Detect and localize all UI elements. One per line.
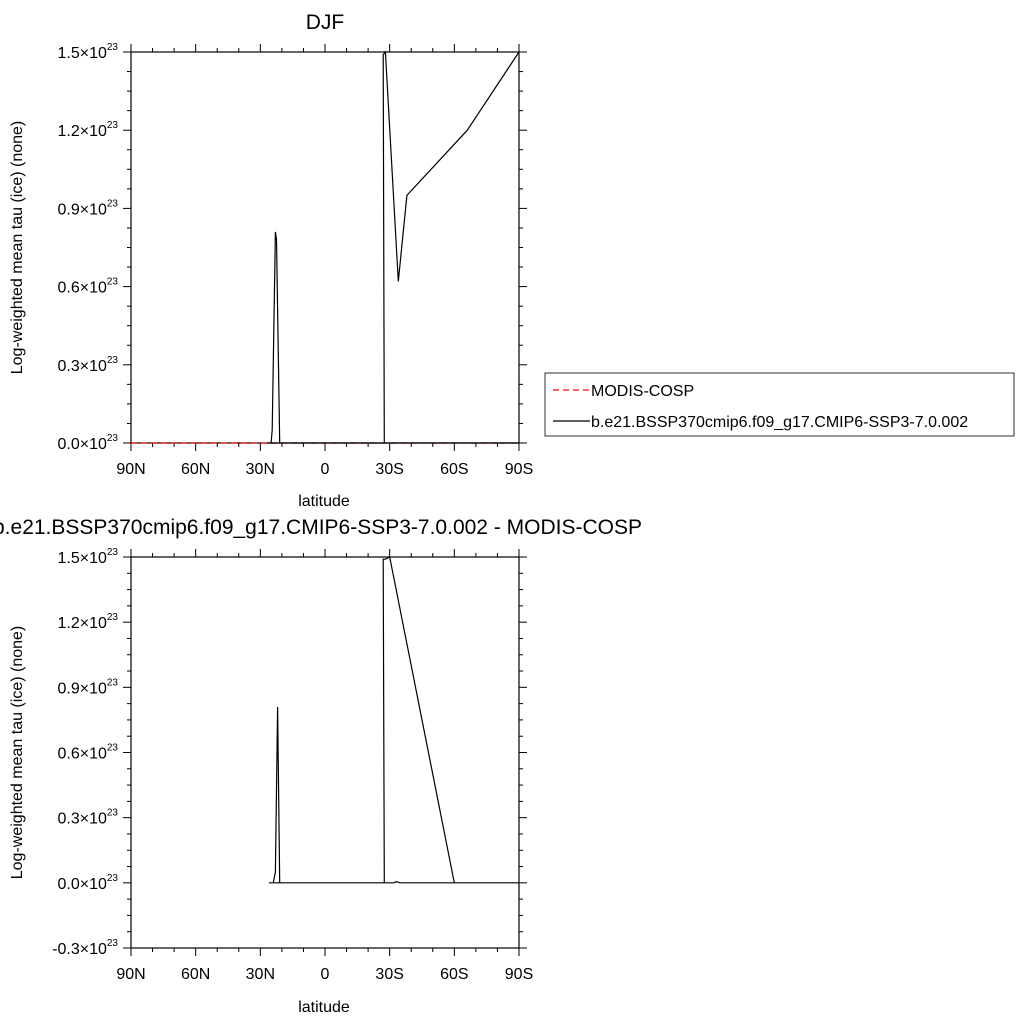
x-axis-label: latitude [298,999,350,1016]
y-axis-label: Log-weighted mean tau (ice) (none) [9,121,26,374]
x-tick-label: 90S [505,966,533,983]
x-tick-label: 30N [246,966,275,983]
plot-frame [130,556,520,949]
y-tick-label: 0.9×1023 [57,677,118,697]
legend-box [544,372,1015,437]
y-tick-label: 1.2×1023 [57,612,118,632]
y-tick-label: 0.0×1023 [57,873,118,893]
x-tick-label: 0 [321,461,330,478]
x-tick-label: 90N [116,966,145,983]
y-tick-label: 0.6×1023 [57,277,118,297]
y-tick-label: -0.3×1023 [52,938,118,958]
y-axis-label: Log-weighted mean tau (ice) (none) [9,626,26,879]
x-tick-label: 60S [440,966,468,983]
y-tick-label: 0.0×1023 [57,433,118,453]
chart-panel-2: b.e21.BSSP370cmip6.f09_g17.CMIP6-SSP3-7.… [0,516,642,1016]
y-tick-label: 0.9×1023 [57,198,118,218]
y-tick-label: 1.2×1023 [57,120,118,140]
x-tick-label: 90N [116,461,145,478]
chart-title: DJF [306,11,345,34]
legend: MODIS-COSP b.e21.BSSP370cmip6.f09_g17.CMI… [544,372,1015,437]
legend-label: b.e21.BSSP370cmip6.f09_g17.CMIP6-SSP3-7.… [591,414,968,431]
series-line-2 [266,50,520,444]
y-tick-label: 0.6×1023 [57,743,118,763]
x-tick-label: 30S [375,461,403,478]
chart-panel-1: DJF 90N 60N 30N 0 30S 60S 90S 0.0×1023 0.3×1023 0.… [9,11,1015,510]
plot-frame [130,51,520,444]
x-tick-label: 90S [505,461,533,478]
x-tick-label: 0 [321,966,330,983]
legend-label: MODIS-COSP [591,383,694,400]
chart-title: b.e21.BSSP370cmip6.f09_g17.CMIP6-SSP3-7.… [0,516,642,539]
y-tick-label: 0.3×1023 [57,355,118,375]
y-tick-label: 1.5×1023 [57,42,118,62]
y-tick-label: 0.3×1023 [57,808,118,828]
x-axis-label: latitude [298,493,350,510]
x-tick-label: 60N [181,461,210,478]
x-tick-label: 30S [375,966,403,983]
x-tick-label: 30N [246,461,275,478]
series-line-1 [269,556,519,884]
x-tick-label: 60N [181,966,210,983]
x-tick-label: 60S [440,461,468,478]
y-tick-label: 1.5×1023 [57,547,118,567]
